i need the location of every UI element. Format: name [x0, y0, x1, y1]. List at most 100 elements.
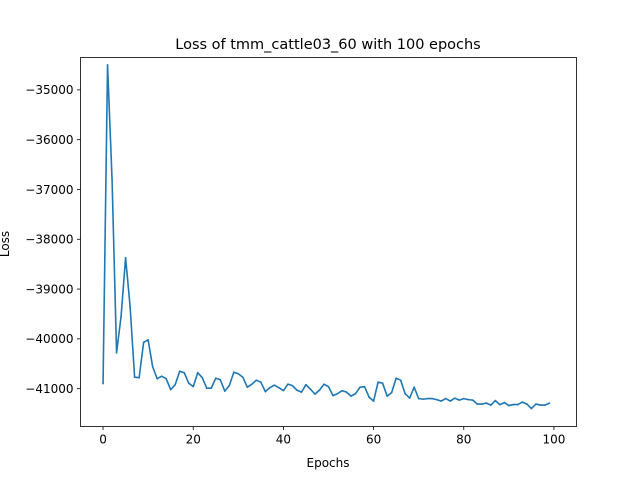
data-point	[278, 386, 280, 389]
data-point	[354, 392, 357, 395]
data-point	[481, 403, 483, 405]
data-point	[305, 383, 307, 386]
x-tick-label: 0	[99, 433, 107, 447]
data-point	[192, 385, 195, 388]
data-point	[449, 400, 452, 402]
data-point	[535, 403, 537, 405]
data-point	[350, 395, 352, 397]
data-point	[395, 377, 397, 380]
data-point	[102, 382, 104, 385]
data-point	[544, 404, 546, 406]
data-point	[341, 389, 343, 392]
data-point	[106, 64, 109, 66]
data-point	[156, 377, 158, 380]
chart-title: Loss of tmm_cattle03_60 with 100 epochs	[175, 37, 481, 53]
data-point	[160, 375, 163, 378]
data-point	[440, 400, 443, 402]
data-point	[291, 384, 294, 387]
x-axis-label: Epochs	[307, 456, 350, 470]
data-point	[426, 397, 429, 400]
data-point	[219, 378, 222, 381]
data-point	[417, 397, 420, 400]
data-point	[499, 403, 501, 406]
data-point	[287, 383, 289, 385]
x-tick-label: 80	[456, 433, 471, 447]
data-point	[435, 398, 438, 401]
data-point	[129, 305, 131, 308]
y-tick-label: −40000	[25, 332, 73, 346]
data-point	[318, 389, 321, 391]
data-point	[494, 399, 497, 402]
data-point	[517, 403, 519, 406]
data-point	[242, 376, 244, 379]
data-point	[133, 376, 136, 379]
data-point	[485, 402, 488, 404]
x-axis: 0 20 40 60 80 100	[99, 426, 566, 447]
data-point	[336, 392, 339, 395]
data-point	[260, 381, 262, 383]
data-point	[165, 377, 167, 380]
data-point	[363, 385, 366, 388]
data-point	[526, 403, 528, 405]
y-axis-label: Loss	[0, 231, 12, 257]
data-point	[458, 399, 461, 401]
data-point	[187, 382, 190, 384]
data-point	[120, 315, 122, 318]
data-point	[300, 391, 303, 393]
x-tick-label: 40	[276, 433, 291, 447]
data-point	[444, 397, 447, 400]
y-tick-label: −39000	[25, 282, 73, 296]
data-point	[142, 341, 145, 344]
data-point	[390, 391, 393, 394]
data-point	[124, 256, 127, 259]
data-point	[178, 370, 181, 373]
data-point	[490, 404, 492, 406]
data-point	[332, 394, 334, 397]
data-point	[115, 352, 118, 354]
data-point	[512, 403, 515, 406]
data-point	[296, 389, 298, 391]
data-point	[233, 371, 235, 374]
data-point	[255, 379, 258, 381]
data-point	[327, 385, 330, 388]
plot-area	[102, 64, 551, 410]
data-point	[476, 403, 479, 405]
data-point	[111, 178, 113, 181]
data-point	[431, 397, 434, 400]
data-point	[521, 401, 524, 403]
plot-frame	[80, 57, 577, 427]
x-tick-label: 100	[543, 433, 566, 447]
data-point	[372, 400, 375, 402]
data-point	[422, 398, 424, 400]
data-point	[539, 404, 542, 406]
data-point	[323, 383, 325, 385]
data-point	[151, 365, 154, 368]
data-point	[269, 386, 271, 389]
data-point	[169, 388, 172, 391]
x-tick-label: 20	[186, 433, 201, 447]
data-point	[368, 396, 370, 398]
y-tick-label: −38000	[25, 233, 73, 247]
data-point	[530, 407, 533, 410]
data-point	[210, 387, 213, 389]
data-point	[381, 382, 384, 384]
data-point	[237, 372, 240, 375]
y-tick-label: −37000	[25, 183, 73, 197]
data-point	[264, 390, 267, 393]
data-point	[399, 379, 402, 381]
data-point	[345, 391, 348, 393]
data-point	[214, 377, 217, 380]
data-point	[462, 397, 465, 400]
data-point	[251, 383, 253, 385]
data-point	[282, 389, 285, 392]
data-point	[404, 392, 406, 395]
data-point	[508, 404, 510, 407]
data-point	[201, 376, 204, 379]
y-tick-label: −41000	[25, 382, 73, 396]
data-point	[183, 371, 186, 374]
data-point	[467, 398, 470, 401]
data-point	[174, 383, 176, 386]
loss-series-line	[102, 64, 550, 410]
data-point	[408, 397, 411, 399]
data-point	[205, 387, 208, 389]
